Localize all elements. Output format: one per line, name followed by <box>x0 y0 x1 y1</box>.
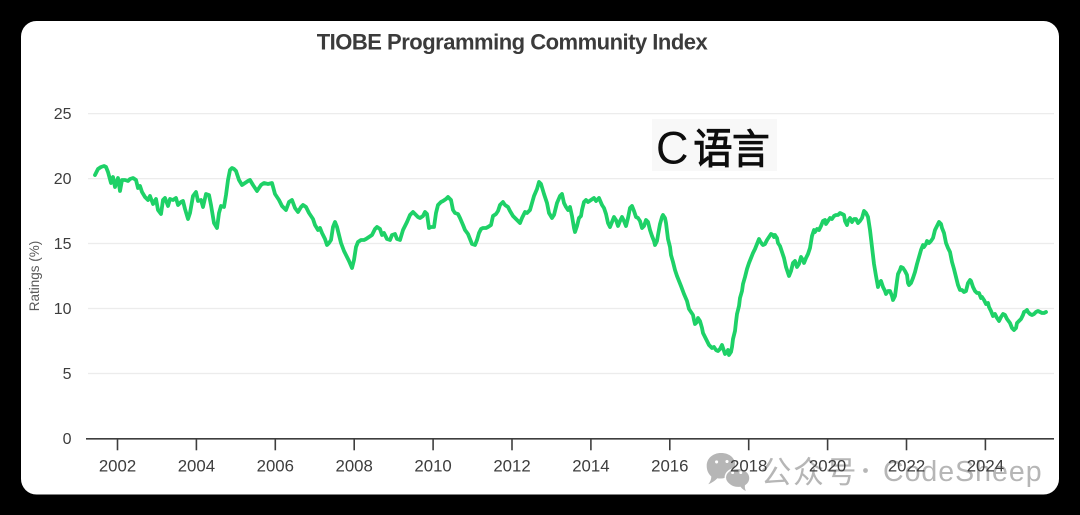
svg-text:CodeSheep: CodeSheep <box>883 456 1043 488</box>
svg-text:TIOBE Programming Community In: TIOBE Programming Community Index <box>317 30 709 55</box>
svg-text:2012: 2012 <box>493 456 530 475</box>
svg-text:2008: 2008 <box>336 456 373 475</box>
svg-text:25: 25 <box>54 106 72 123</box>
svg-text:5: 5 <box>63 366 72 383</box>
svg-text:2004: 2004 <box>178 456 215 475</box>
svg-text:2022: 2022 <box>888 456 925 475</box>
svg-text:2006: 2006 <box>257 456 294 475</box>
svg-text:2020: 2020 <box>809 456 846 475</box>
svg-text:2010: 2010 <box>414 456 451 475</box>
svg-text:0: 0 <box>63 431 72 448</box>
svg-text:2016: 2016 <box>651 456 688 475</box>
svg-text:2024: 2024 <box>967 456 1004 475</box>
svg-text:2002: 2002 <box>99 456 136 475</box>
svg-text:2014: 2014 <box>572 456 609 475</box>
svg-text:Ratings (%): Ratings (%) <box>27 241 42 312</box>
svg-text:15: 15 <box>54 236 72 253</box>
svg-text:10: 10 <box>54 301 72 318</box>
svg-text:20: 20 <box>54 171 72 188</box>
svg-text:C: C <box>656 122 689 173</box>
svg-text:2018: 2018 <box>730 456 767 475</box>
